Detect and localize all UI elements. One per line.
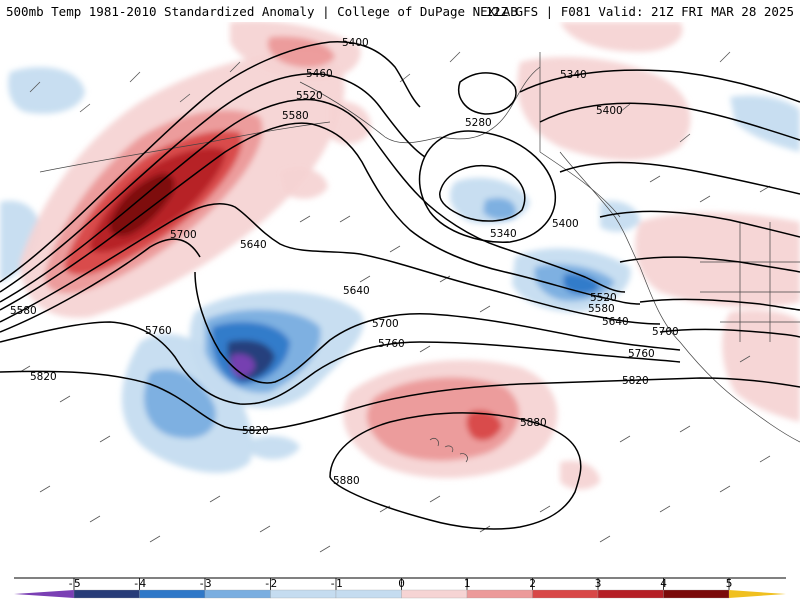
contour-label: 5760 [628, 348, 655, 360]
contour-5520 [0, 98, 626, 303]
colorbar-swatch [14, 590, 74, 598]
contour-label: 5580 [588, 303, 615, 315]
contour-label: 5640 [343, 285, 370, 297]
contour-label: 5700 [652, 326, 679, 338]
contour-label: 5580 [282, 110, 309, 122]
colorbar-label: -4 [132, 577, 147, 590]
contour-5700-upper [0, 238, 201, 333]
colorbar-swatch [401, 589, 468, 599]
contour-label: 5280 [465, 117, 492, 129]
contour-5460 [0, 73, 426, 293]
map-title: 500mb Temp 1981-2010 Standardized Anomal… [6, 4, 518, 19]
contour-5400-west [0, 41, 421, 283]
contour-label: 5400 [342, 37, 369, 49]
colorbar-swatch [466, 589, 533, 599]
contour-5280-gulf [458, 72, 517, 115]
model-run-info: 12Z GFS | F081 Valid: 21Z FRI MAR 28 202… [485, 4, 794, 19]
anomaly-colorbar: -5 -4 -3 -2 -1 0 1 2 3 4 5 [0, 576, 800, 600]
contour-5580-east [599, 210, 800, 238]
contour-5700-east [639, 298, 800, 311]
contour-5640-east [619, 256, 800, 273]
colorbar-swatch [597, 589, 664, 599]
colorbar-label: 0 [398, 577, 405, 590]
height-contours [0, 41, 800, 530]
contour-5760 [0, 321, 681, 405]
cold-anomaly-west-edge [0, 200, 40, 282]
contour-label: 5640 [602, 316, 629, 328]
contour-label: 5760 [145, 325, 172, 337]
contour-label: 5820 [30, 371, 57, 383]
contour-5520-east [559, 161, 800, 195]
contour-label: 5760 [378, 338, 405, 350]
colorbar-swatch [335, 589, 402, 599]
contour-5340-east [519, 69, 800, 103]
weather-map: 5400 5460 5520 5580 5700 5640 5580 5760 … [0, 22, 800, 576]
contour-label: 5700 [372, 318, 399, 330]
colorbar-label: -5 [67, 577, 81, 590]
colorbar-swatch [270, 589, 337, 599]
contour-upper-low [194, 271, 681, 384]
wind-barbs [19, 51, 771, 553]
contour-5760-east [659, 328, 800, 338]
colorbar-label: 1 [463, 577, 471, 590]
contour-label: 5700 [170, 229, 197, 241]
canada-border [539, 52, 621, 218]
colorbar-label: 3 [594, 577, 602, 590]
contour-5400-east [539, 102, 800, 141]
contour-label: 5400 [552, 218, 579, 230]
contour-5340-gulf [439, 165, 526, 222]
colorbar-label: -1 [329, 577, 343, 590]
contour-label: 5880 [520, 417, 547, 429]
contour-label: 5820 [242, 425, 269, 437]
contour-label: 5400 [596, 105, 623, 117]
contour-5400-gulf [418, 130, 557, 243]
contour-label: 5340 [490, 228, 517, 240]
colorbar-swatch [139, 589, 206, 599]
contour-label: 5340 [560, 69, 587, 81]
contour-5640 [0, 203, 661, 325]
bc-coast [559, 151, 800, 443]
colorbar-swatches [14, 577, 786, 599]
colorbar-label: 5 [725, 577, 733, 590]
contour-label: 5580 [10, 305, 37, 317]
us-states-grid [700, 222, 800, 342]
colorbar-swatch [663, 589, 730, 599]
contour-5820-south [0, 370, 800, 431]
contour-label: 5640 [240, 239, 267, 251]
header-bar: 500mb Temp 1981-2010 Standardized Anomal… [0, 0, 800, 22]
colorbar-label: 2 [529, 577, 536, 590]
colorbar-swatch [73, 589, 140, 599]
contour-labels: 5400 5460 5520 5580 5700 5640 5580 5760 … [10, 37, 679, 487]
colorbar-label: -3 [198, 577, 212, 590]
colorbar-swatch [204, 589, 271, 599]
contour-label: 5880 [333, 475, 360, 487]
contour-label: 5460 [306, 68, 333, 80]
alaska-coast [299, 66, 541, 144]
colorbar-label: -2 [263, 577, 278, 590]
hawaii-islands [429, 438, 468, 463]
contour-5580 [0, 122, 641, 311]
colorbar-swatch [729, 590, 786, 598]
colorbar-label: 4 [660, 577, 667, 590]
colorbar-swatch [532, 589, 599, 599]
contour-5880-hawaii [329, 412, 582, 530]
contour-label: 5520 [590, 292, 617, 304]
contour-label: 5820 [622, 375, 649, 387]
contour-label: 5520 [296, 90, 323, 102]
